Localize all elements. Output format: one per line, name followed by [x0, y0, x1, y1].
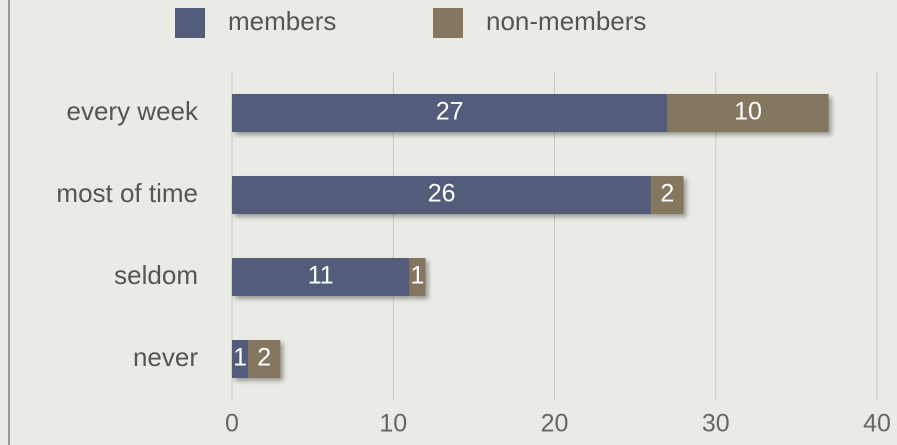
bar-segment	[667, 94, 829, 132]
x-tick-label: 10	[379, 410, 407, 438]
y-tick-label: never	[133, 342, 198, 372]
data-label: 10	[734, 98, 762, 126]
legend-label: non-members	[486, 6, 646, 36]
data-label: 27	[436, 98, 464, 126]
data-label: 11	[308, 262, 334, 290]
x-tick-label: 20	[541, 410, 569, 438]
x-tick-label: 30	[702, 410, 730, 438]
legend-swatch	[175, 8, 205, 38]
data-label: 26	[428, 180, 456, 208]
bar-segment	[232, 258, 410, 296]
data-label: 2	[660, 180, 674, 208]
bar-segment	[409, 258, 426, 296]
bar-segment	[651, 176, 684, 214]
bar-segment	[232, 340, 249, 378]
y-tick-label: every week	[67, 96, 199, 126]
y-tick-label: seldom	[114, 260, 198, 290]
bar-stack	[232, 176, 684, 214]
legend-label: members	[228, 6, 336, 36]
data-label: 1	[410, 262, 424, 290]
bar-segment	[232, 94, 668, 132]
x-tick-label: 0	[225, 410, 239, 438]
data-label: 1	[233, 344, 247, 372]
y-tick-label: most of time	[56, 178, 198, 208]
data-label: 2	[257, 344, 271, 372]
bar-stack	[232, 94, 829, 132]
bar-segment	[232, 176, 652, 214]
x-tick-label: 40	[863, 410, 891, 438]
bar-segment	[248, 340, 281, 378]
bar-stack	[232, 340, 281, 378]
legend-swatch	[433, 8, 463, 38]
bar-stack	[232, 258, 426, 296]
